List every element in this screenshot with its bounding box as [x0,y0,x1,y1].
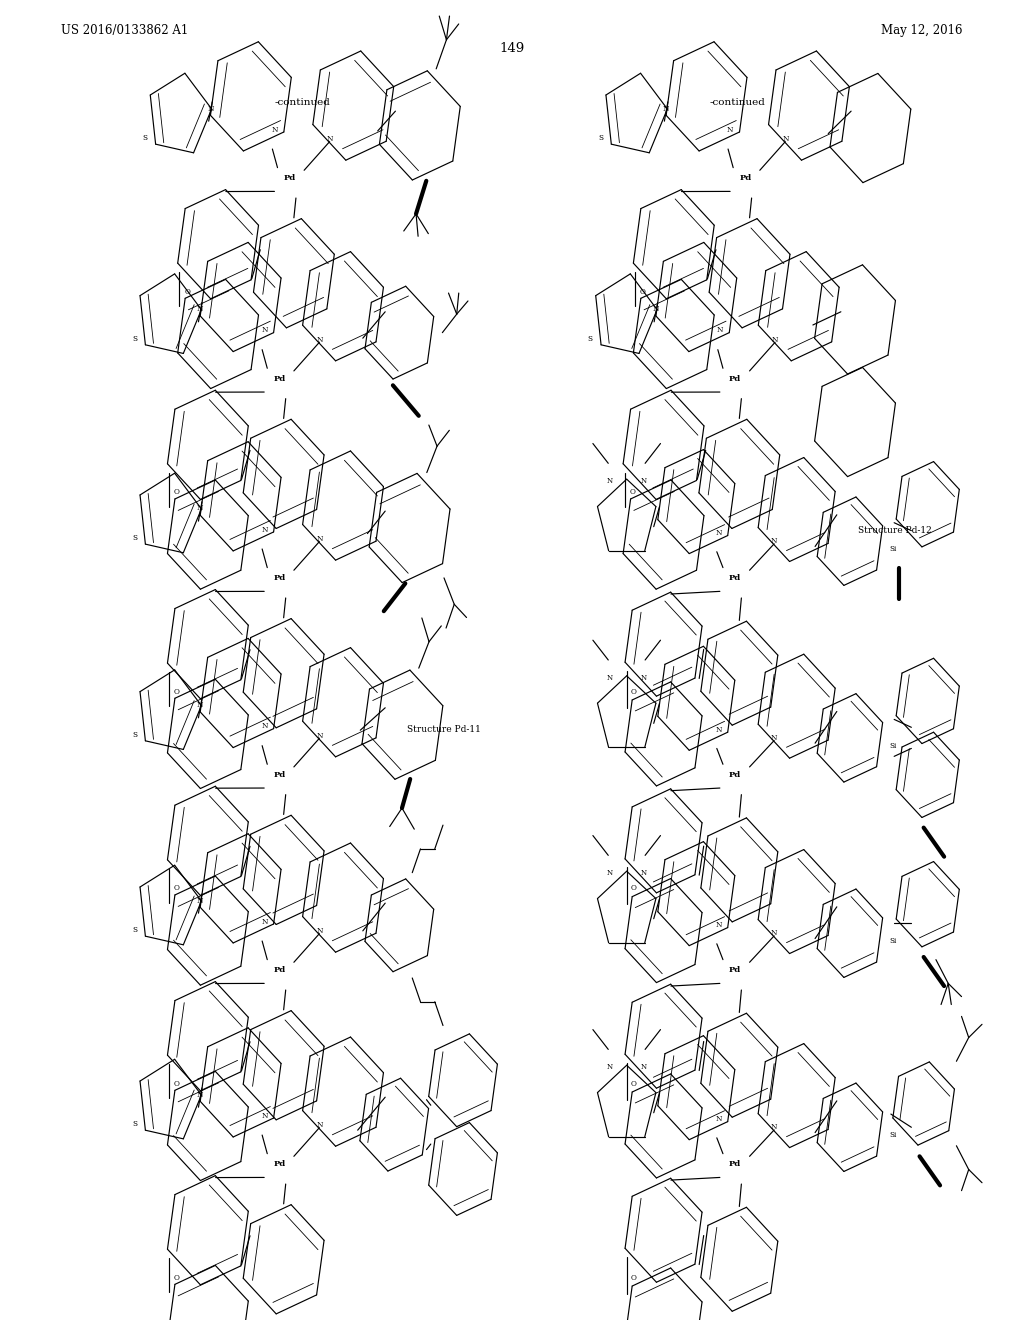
Text: Pd: Pd [284,174,296,182]
Text: N: N [717,326,723,334]
Text: N: N [771,734,777,742]
Text: O: O [631,1080,637,1088]
Text: N: N [197,1090,204,1098]
Text: N: N [652,305,659,313]
Text: N: N [316,1121,323,1129]
Text: O: O [174,1080,180,1088]
Text: N: N [716,1115,722,1123]
Text: Pd: Pd [729,771,741,779]
Text: S: S [132,731,137,739]
Text: N: N [316,731,323,739]
Text: N: N [641,673,646,682]
Text: N: N [772,335,778,343]
Text: N: N [271,125,278,133]
Text: O: O [174,1274,180,1282]
Text: Pd: Pd [273,1160,286,1168]
Text: Pd: Pd [273,771,286,779]
Text: N: N [771,1123,777,1131]
Text: N: N [316,535,323,543]
Text: Pd: Pd [729,574,741,582]
Text: N: N [607,1063,612,1072]
Text: N: N [207,104,214,112]
Text: N: N [261,326,267,334]
Text: Pd: Pd [273,966,286,974]
Text: S: S [132,1121,137,1129]
Text: S: S [132,335,137,343]
Text: Pd: Pd [729,966,741,974]
Text: S: S [132,535,137,543]
Text: O: O [174,884,180,892]
Text: N: N [261,917,267,925]
Text: N: N [316,927,323,935]
Text: N: N [261,722,267,730]
Text: N: N [716,921,722,929]
Text: N: N [197,896,204,904]
Text: N: N [261,525,267,533]
Text: N: N [607,477,612,486]
Text: -continued: -continued [274,99,330,107]
Text: N: N [727,125,733,133]
Text: Si: Si [889,1131,897,1139]
Text: N: N [197,305,204,313]
Text: N: N [261,1111,267,1119]
Text: S: S [132,927,137,935]
Text: Pd: Pd [273,375,286,383]
Text: N: N [641,869,646,878]
Text: Structure Pd-11: Structure Pd-11 [408,726,481,734]
Text: O: O [174,688,180,696]
Text: N: N [197,504,204,512]
Text: O: O [174,488,180,496]
Text: May 12, 2016: May 12, 2016 [881,24,963,37]
Text: S: S [588,335,593,343]
Text: N: N [716,529,722,537]
Text: N: N [607,673,612,682]
Text: O: O [631,688,637,696]
Text: Si: Si [889,937,897,945]
Text: N: N [771,929,777,937]
Text: N: N [641,1063,646,1072]
Text: N: N [197,701,204,709]
Text: N: N [327,135,333,143]
Text: O: O [630,488,636,496]
Text: N: N [663,104,670,112]
Text: Structure Pd-12: Structure Pd-12 [858,527,932,535]
Text: US 2016/0133862 A1: US 2016/0133862 A1 [61,24,188,37]
Text: O: O [631,1274,637,1282]
Text: N: N [641,477,646,486]
Text: S: S [598,135,603,143]
Text: O: O [631,884,637,892]
Text: -continued: -continued [710,99,765,107]
Text: O: O [640,288,646,296]
Text: Pd: Pd [729,1160,741,1168]
Text: N: N [716,726,722,734]
Text: 149: 149 [500,42,524,55]
Text: N: N [607,869,612,878]
Text: S: S [142,135,147,143]
Text: N: N [782,135,788,143]
Text: Pd: Pd [273,574,286,582]
Text: Si: Si [889,742,897,750]
Text: N: N [771,537,777,545]
Text: Pd: Pd [739,174,752,182]
Text: Si: Si [889,545,897,553]
Text: N: N [316,335,323,343]
Text: Pd: Pd [729,375,741,383]
Text: O: O [184,288,190,296]
